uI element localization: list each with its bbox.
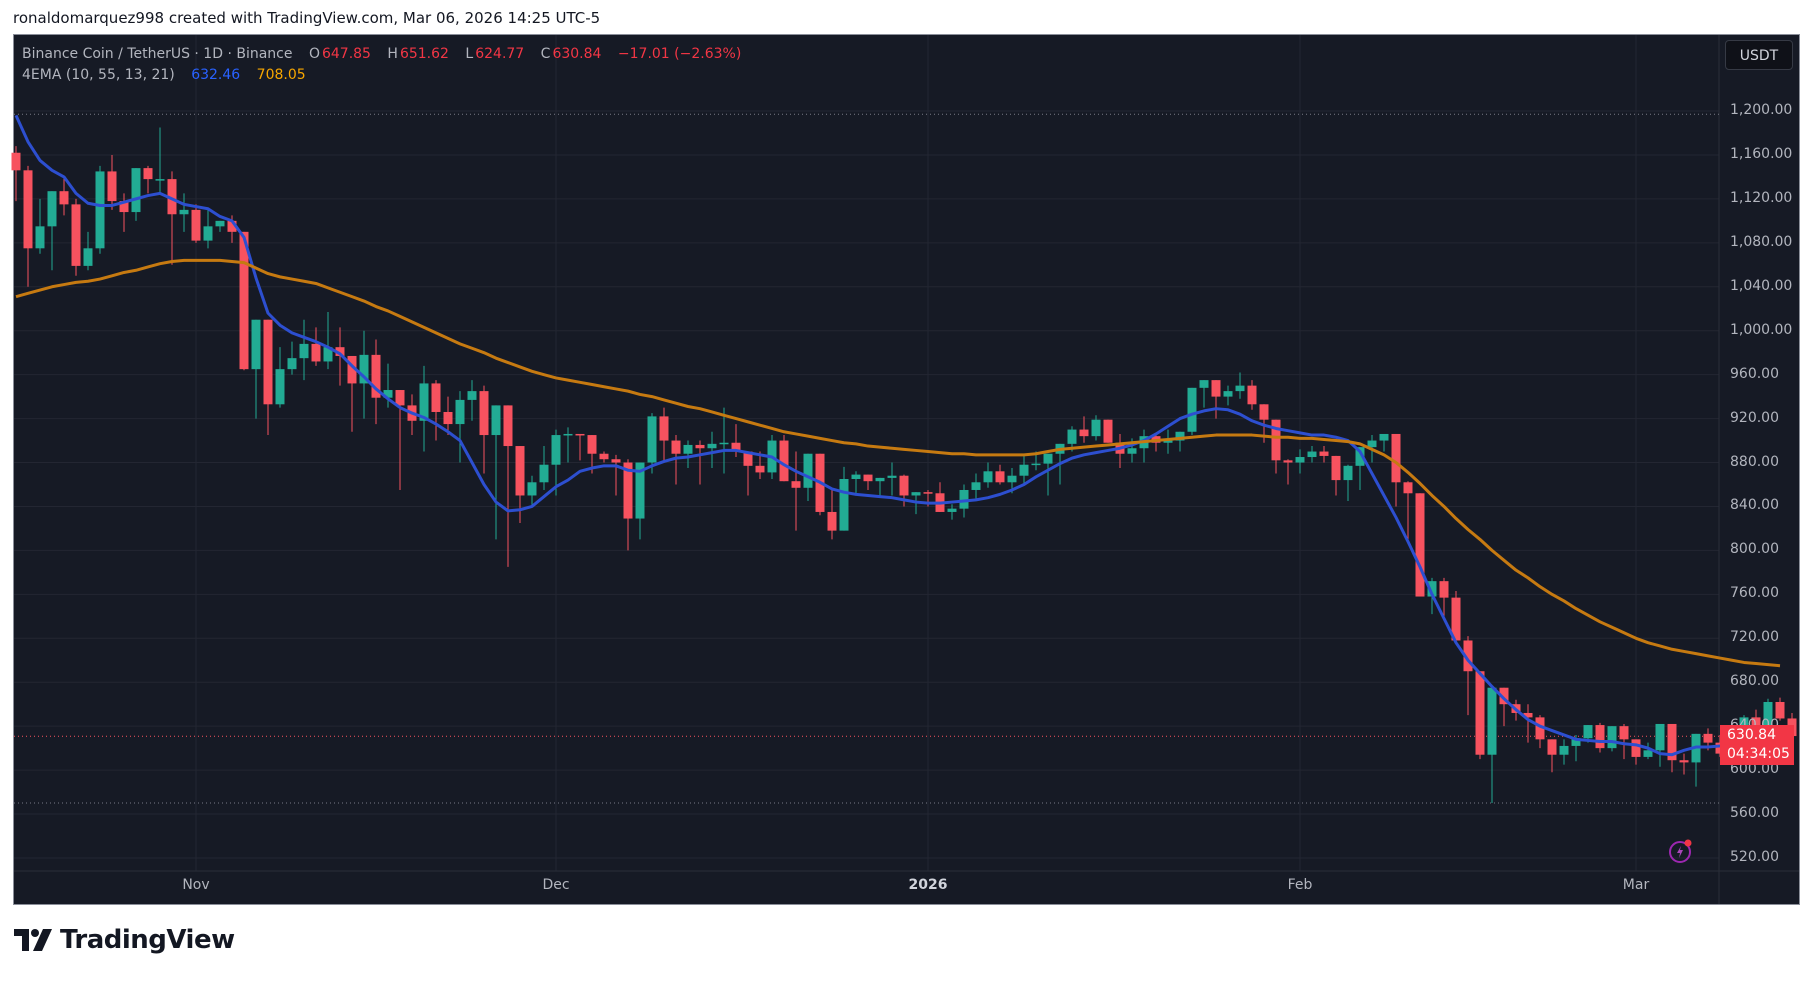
close-label: C xyxy=(540,46,551,62)
price-tick-label: 760.00 xyxy=(1730,585,1779,602)
change-value: −17.01 (−2.63%) xyxy=(617,46,742,62)
tradingview-logo[interactable]: TradingView xyxy=(14,925,235,955)
close-value: 630.84 xyxy=(552,46,602,62)
high-label: H xyxy=(387,46,398,62)
ema-slow-value: 708.05 xyxy=(256,67,306,83)
price-tick-label: 600.00 xyxy=(1730,761,1779,778)
last-price-value: 630.84 xyxy=(1727,727,1776,743)
low-label: L xyxy=(465,46,474,62)
price-tick-label: 1,040.00 xyxy=(1730,277,1793,294)
time-tick-label: Nov xyxy=(182,877,210,893)
time-tick-label: 2026 xyxy=(908,877,948,893)
price-tick-label: 800.00 xyxy=(1730,541,1779,558)
chart-legend: Binance Coin / TetherUS · 1D · Binance O… xyxy=(22,44,743,86)
chart-frame[interactable] xyxy=(13,34,1800,905)
price-tick-label: 880.00 xyxy=(1730,453,1779,470)
indicator-row: 4EMA (10, 55, 13, 21) 632.46 708.05 xyxy=(22,65,743,86)
price-tick-label: 1,080.00 xyxy=(1730,233,1793,250)
chart-credit: ronaldomarquez998 created with TradingVi… xyxy=(13,9,601,27)
price-tick-label: 960.00 xyxy=(1730,365,1779,382)
time-tick-label: Mar xyxy=(1622,877,1650,893)
last-price-tag: 630.84 04:34:05 xyxy=(1720,725,1794,765)
tradingview-logo-icon xyxy=(14,929,52,951)
open-label: O xyxy=(308,46,320,62)
lightning-alert-icon[interactable] xyxy=(1668,838,1694,864)
bar-countdown: 04:34:05 xyxy=(1727,746,1790,762)
indicator-title[interactable]: 4EMA (10, 55, 13, 21) xyxy=(22,67,175,83)
price-tick-label: 560.00 xyxy=(1730,805,1779,822)
ohlc-row: Binance Coin / TetherUS · 1D · Binance O… xyxy=(22,44,743,65)
high-value: 651.62 xyxy=(399,46,449,62)
price-tick-label: 920.00 xyxy=(1730,409,1779,426)
price-tick-label: 1,160.00 xyxy=(1730,145,1793,162)
tradingview-logo-text: TradingView xyxy=(60,925,235,955)
price-tick-label: 720.00 xyxy=(1730,629,1779,646)
time-tick-label: Feb xyxy=(1287,877,1313,893)
price-tick-label: 840.00 xyxy=(1730,497,1779,514)
price-tick-label: 520.00 xyxy=(1730,848,1779,865)
symbol-title[interactable]: Binance Coin / TetherUS · 1D · Binance xyxy=(22,46,293,62)
currency-unit-button[interactable]: USDT xyxy=(1725,40,1793,70)
price-tick-label: 1,200.00 xyxy=(1730,102,1793,118)
time-tick-label: Dec xyxy=(542,877,570,893)
price-tick-label: 680.00 xyxy=(1730,673,1779,690)
ema-fast-value: 632.46 xyxy=(191,67,241,83)
open-value: 647.85 xyxy=(321,46,371,62)
price-tick-label: 1,120.00 xyxy=(1730,189,1793,206)
low-value: 624.77 xyxy=(475,46,525,62)
price-tick-label: 1,000.00 xyxy=(1730,321,1793,338)
